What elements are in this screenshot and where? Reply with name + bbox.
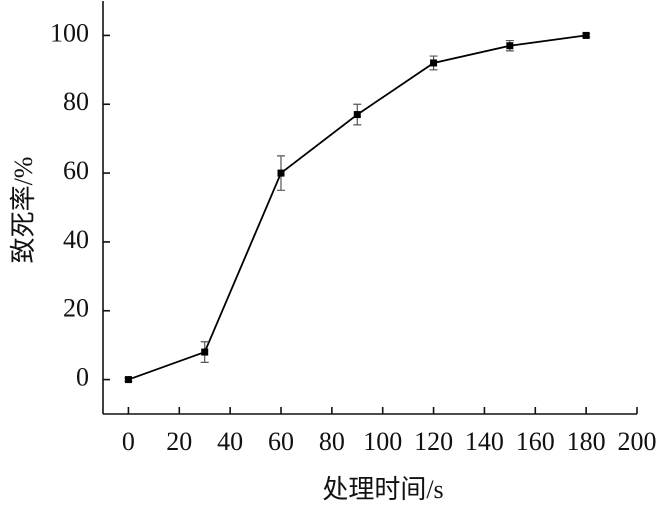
data-point — [201, 348, 209, 356]
data-point — [277, 169, 285, 177]
data-point — [353, 111, 361, 119]
x-tick-label: 160 — [516, 427, 555, 456]
x-tick-label: 60 — [268, 427, 294, 456]
x-tick-label: 40 — [217, 427, 243, 456]
x-tick-label: 80 — [319, 427, 345, 456]
series-line — [128, 34, 587, 381]
x-tick-label: 20 — [166, 427, 192, 456]
y-tick-label: 0 — [76, 363, 89, 392]
data-point — [124, 376, 132, 384]
x-tick-label: 100 — [363, 427, 402, 456]
x-tick-label: 120 — [414, 427, 453, 456]
data-point — [506, 42, 514, 50]
x-tick-label: 200 — [618, 427, 657, 456]
data-point — [582, 31, 590, 39]
x-tick-label: 140 — [465, 427, 504, 456]
y-tick-label: 60 — [63, 156, 89, 185]
x-axis-label: 处理时间/s — [322, 475, 443, 504]
y-tick-label: 20 — [63, 294, 89, 323]
x-tick-label: 0 — [122, 427, 135, 456]
x-tick-label: 180 — [567, 427, 606, 456]
y-axis-label: 致死率/% — [9, 157, 38, 264]
y-tick-label: 80 — [63, 87, 89, 116]
y-tick-label: 100 — [50, 18, 89, 47]
data-point — [430, 59, 438, 67]
y-tick-label: 40 — [63, 225, 89, 254]
